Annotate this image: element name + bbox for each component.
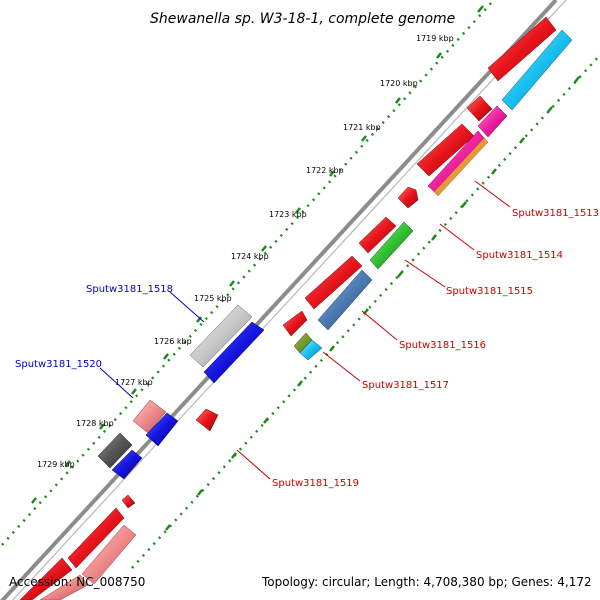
cds-steel-block[interactable] xyxy=(317,269,373,331)
genome-title: Shewanella sp. W3-18-1, complete genome xyxy=(150,11,455,27)
cds-pink-block[interactable] xyxy=(132,399,167,434)
gene-label-1517[interactable]: Sputw3181_1517 xyxy=(362,380,449,391)
kbp-tick-label: 1719 kbp xyxy=(416,34,454,43)
gene-label-1519[interactable]: Sputw3181_1519 xyxy=(272,478,359,489)
cds-red-block[interactable] xyxy=(282,310,308,337)
genome-summary-text: Topology: circular; Length: 4,708,380 bp… xyxy=(261,575,592,589)
kbp-tick-label: 1726 kbp xyxy=(154,337,192,346)
cds-blue-block[interactable] xyxy=(111,449,143,480)
cds-magenta-block[interactable] xyxy=(477,105,508,138)
cds-cyan-block[interactable] xyxy=(299,339,323,361)
cds-red-block[interactable] xyxy=(121,494,136,509)
leader-1517 xyxy=(322,351,361,382)
cds-red-block[interactable] xyxy=(487,16,557,82)
cds-gray-block[interactable] xyxy=(189,304,253,368)
cds-track-colored xyxy=(293,29,573,361)
cds-blue-block[interactable] xyxy=(145,412,179,447)
cds-red-block[interactable] xyxy=(397,186,419,209)
cds-pink-block[interactable] xyxy=(39,574,89,600)
accession-text: Accession: NC_008750 xyxy=(9,575,145,589)
cds-red-block[interactable] xyxy=(19,557,73,600)
label-leaders xyxy=(99,180,511,480)
kbp-tick-label: 1721 kbp xyxy=(343,123,381,132)
cds-track-reverse xyxy=(39,304,265,600)
gene-label-1513[interactable]: Sputw3181_1513 xyxy=(512,208,599,219)
cds-track-forward xyxy=(19,16,557,600)
kbp-tick-label: 1729 kbp xyxy=(37,460,75,469)
cds-red-block[interactable] xyxy=(195,408,219,432)
leader-1518 xyxy=(169,291,205,323)
cds-red-block[interactable] xyxy=(466,95,493,122)
leader-1513 xyxy=(474,180,511,208)
kbp-tick-label: 1720 kbp xyxy=(380,79,418,88)
gene-label-1520[interactable]: Sputw3181_1520 xyxy=(15,359,102,370)
gene-label-1518[interactable]: Sputw3181_1518 xyxy=(86,284,173,295)
leader-1519 xyxy=(236,449,271,480)
cds-red-block[interactable] xyxy=(67,507,125,569)
cds-red-block[interactable] xyxy=(304,255,363,310)
cds-green-block[interactable] xyxy=(369,221,414,270)
leader-1516 xyxy=(361,310,398,341)
kbp-scale: 1719 kbp 1720 kbp 1721 kbp 1722 kbp 1723… xyxy=(37,34,454,469)
leader-1514 xyxy=(439,223,475,251)
genome-backbone-line xyxy=(0,0,558,600)
cds-cyan-block[interactable] xyxy=(501,29,573,111)
kbp-tick-label: 1722 kbp xyxy=(306,166,344,175)
kbp-tick-label: 1728 kbp xyxy=(76,419,114,428)
cds-blue-block[interactable] xyxy=(203,321,265,384)
genome-backbone-shadow xyxy=(11,0,567,600)
cds-orange-stripe xyxy=(433,137,489,197)
gene-label-1516[interactable]: Sputw3181_1516 xyxy=(399,340,486,351)
kbp-tick-label: 1723 kbp xyxy=(269,210,307,219)
cds-red-block[interactable] xyxy=(358,216,397,254)
gene-label-1514[interactable]: Sputw3181_1514 xyxy=(476,250,563,261)
cds-pink-block[interactable] xyxy=(81,524,137,585)
cds-darkgray-block[interactable] xyxy=(97,432,133,469)
kbp-tick-label: 1727 kbp xyxy=(115,378,153,387)
gene-label-1515[interactable]: Sputw3181_1515 xyxy=(446,286,533,297)
kbp-tick-label: 1725 kbp xyxy=(194,294,232,303)
gc-skew-ticks xyxy=(31,5,580,531)
leader-1515 xyxy=(404,259,446,288)
gc-track-outer xyxy=(1,1,493,546)
kbp-tick-label: 1724 kbp xyxy=(231,252,269,261)
leader-1520 xyxy=(99,367,134,399)
